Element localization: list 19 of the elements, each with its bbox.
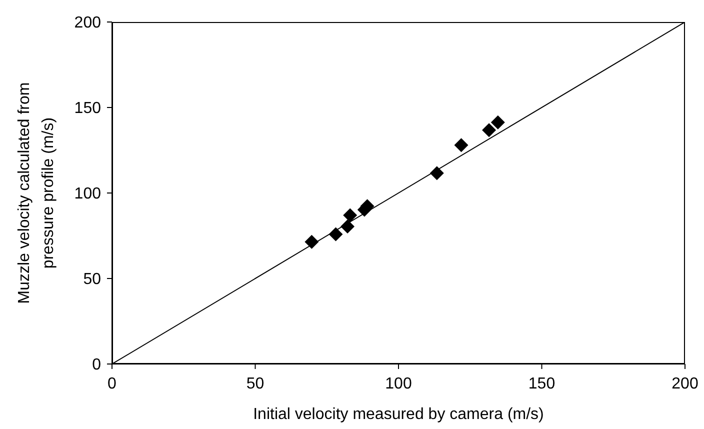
point [430,166,444,180]
y-tick-label: 200 [74,14,102,32]
x-tick-label: 200 [672,375,698,392]
x-tick-label: 50 [246,375,264,392]
y-tick-label: 0 [92,356,102,374]
point [454,138,468,152]
x-tick-label: 100 [385,375,412,392]
x-axis-title: Initial velocity measured by camera (m/s) [253,406,544,423]
point [482,123,496,138]
y-tick-label: 100 [74,186,102,203]
point [328,227,343,242]
point [490,115,505,130]
point [340,220,355,234]
point [343,208,358,222]
x-tick-label: 150 [528,375,556,392]
y-tick-label: 50 [83,271,102,288]
y-axis-title: Muzzle velocity calculated from pressure profile (m/s) [16,82,57,304]
x-tick-label: 0 [108,375,117,392]
y-tick-label: 150 [74,100,102,118]
